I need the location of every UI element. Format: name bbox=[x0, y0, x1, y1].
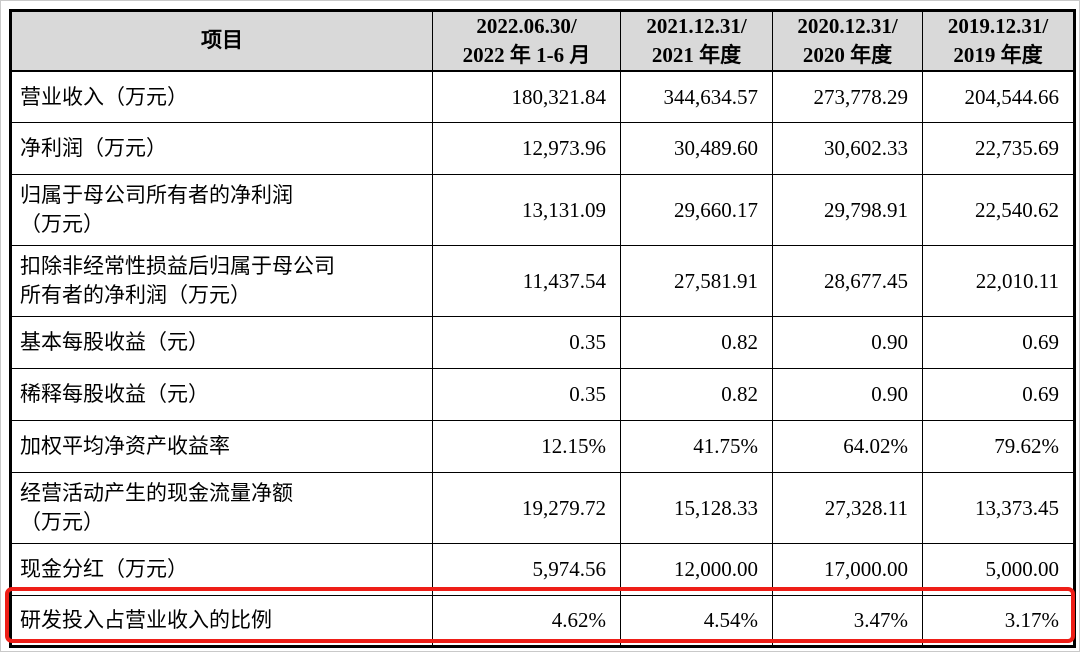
value-cell: 22,735.69 bbox=[922, 122, 1075, 176]
row-net-profit-after-non-recurring-items: 扣除非经常性损益后归属于母公司 所有者的净利润（万元） 11,437.54 27… bbox=[10, 245, 1075, 318]
value-cell: 0.69 bbox=[922, 316, 1075, 370]
row-label: 研发投入占营业收入的比例 bbox=[10, 595, 433, 648]
value-cell: 4.54% bbox=[620, 595, 773, 648]
value-cell: 79.62% bbox=[922, 420, 1075, 474]
row-rd-expense-ratio: 研发投入占营业收入的比例 4.62% 4.54% 3.47% 3.17% bbox=[10, 595, 1075, 648]
header-period-2022h1: 2022.06.30/ 2022 年 1-6 月 bbox=[432, 9, 621, 72]
header-period-2020: 2020.12.31/ 2020 年度 bbox=[772, 9, 923, 72]
row-operating-revenue: 营业收入（万元） 180,321.84 344,634.57 273,778.2… bbox=[10, 70, 1075, 124]
row-label: 加权平均净资产收益率 bbox=[10, 420, 433, 474]
value-cell: 12,973.96 bbox=[432, 122, 621, 176]
value-cell: 13,131.09 bbox=[432, 174, 621, 247]
value-cell: 273,778.29 bbox=[772, 70, 923, 124]
value-cell: 41.75% bbox=[620, 420, 773, 474]
value-cell: 22,010.11 bbox=[922, 245, 1075, 318]
value-cell: 29,798.91 bbox=[772, 174, 923, 247]
value-cell: 3.47% bbox=[772, 595, 923, 648]
value-cell: 5,000.00 bbox=[922, 543, 1075, 597]
row-diluted-eps: 稀释每股收益（元） 0.35 0.82 0.90 0.69 bbox=[10, 368, 1075, 422]
row-cash-dividend: 现金分红（万元） 5,974.56 12,000.00 17,000.00 5,… bbox=[10, 543, 1075, 597]
value-cell: 30,489.60 bbox=[620, 122, 773, 176]
value-cell: 27,328.11 bbox=[772, 472, 923, 545]
value-cell: 64.02% bbox=[772, 420, 923, 474]
row-label: 归属于母公司所有者的净利润 （万元） bbox=[10, 174, 433, 247]
value-cell: 344,634.57 bbox=[620, 70, 773, 124]
value-cell: 0.90 bbox=[772, 316, 923, 370]
row-label: 基本每股收益（元） bbox=[10, 316, 433, 370]
row-net-profit: 净利润（万元） 12,973.96 30,489.60 30,602.33 22… bbox=[10, 122, 1075, 176]
row-label: 稀释每股收益（元） bbox=[10, 368, 433, 422]
value-cell: 22,540.62 bbox=[922, 174, 1075, 247]
value-cell: 28,677.45 bbox=[772, 245, 923, 318]
row-label: 经营活动产生的现金流量净额 （万元） bbox=[10, 472, 433, 545]
header-item-column: 项目 bbox=[10, 9, 433, 72]
row-label: 扣除非经常性损益后归属于母公司 所有者的净利润（万元） bbox=[10, 245, 433, 318]
row-operating-cash-flow: 经营活动产生的现金流量净额 （万元） 19,279.72 15,128.33 2… bbox=[10, 472, 1075, 545]
value-cell: 29,660.17 bbox=[620, 174, 773, 247]
row-label: 现金分红（万元） bbox=[10, 543, 433, 597]
value-cell: 0.90 bbox=[772, 368, 923, 422]
row-basic-eps: 基本每股收益（元） 0.35 0.82 0.90 0.69 bbox=[10, 316, 1075, 370]
financial-summary-table: 项目 2022.06.30/ 2022 年 1-6 月 2021.12.31/ … bbox=[9, 9, 1076, 649]
value-cell: 11,437.54 bbox=[432, 245, 621, 318]
value-cell: 0.69 bbox=[922, 368, 1075, 422]
value-cell: 30,602.33 bbox=[772, 122, 923, 176]
header-period-2021: 2021.12.31/ 2021 年度 bbox=[620, 9, 773, 72]
header-period-2019: 2019.12.31/ 2019 年度 bbox=[922, 9, 1075, 72]
row-label: 净利润（万元） bbox=[10, 122, 433, 176]
value-cell: 180,321.84 bbox=[432, 70, 621, 124]
value-cell: 5,974.56 bbox=[432, 543, 621, 597]
table-header-row: 项目 2022.06.30/ 2022 年 1-6 月 2021.12.31/ … bbox=[10, 9, 1075, 72]
value-cell: 3.17% bbox=[922, 595, 1075, 648]
row-weighted-average-roe: 加权平均净资产收益率 12.15% 41.75% 64.02% 79.62% bbox=[10, 420, 1075, 474]
value-cell: 19,279.72 bbox=[432, 472, 621, 545]
value-cell: 204,544.66 bbox=[922, 70, 1075, 124]
value-cell: 0.35 bbox=[432, 316, 621, 370]
value-cell: 0.82 bbox=[620, 368, 773, 422]
value-cell: 17,000.00 bbox=[772, 543, 923, 597]
value-cell: 15,128.33 bbox=[620, 472, 773, 545]
value-cell: 13,373.45 bbox=[922, 472, 1075, 545]
value-cell: 0.35 bbox=[432, 368, 621, 422]
value-cell: 0.82 bbox=[620, 316, 773, 370]
value-cell: 4.62% bbox=[432, 595, 621, 648]
value-cell: 12,000.00 bbox=[620, 543, 773, 597]
row-label: 营业收入（万元） bbox=[10, 70, 433, 124]
value-cell: 27,581.91 bbox=[620, 245, 773, 318]
value-cell: 12.15% bbox=[432, 420, 621, 474]
row-net-profit-attributable-to-parent: 归属于母公司所有者的净利润 （万元） 13,131.09 29,660.17 2… bbox=[10, 174, 1075, 247]
